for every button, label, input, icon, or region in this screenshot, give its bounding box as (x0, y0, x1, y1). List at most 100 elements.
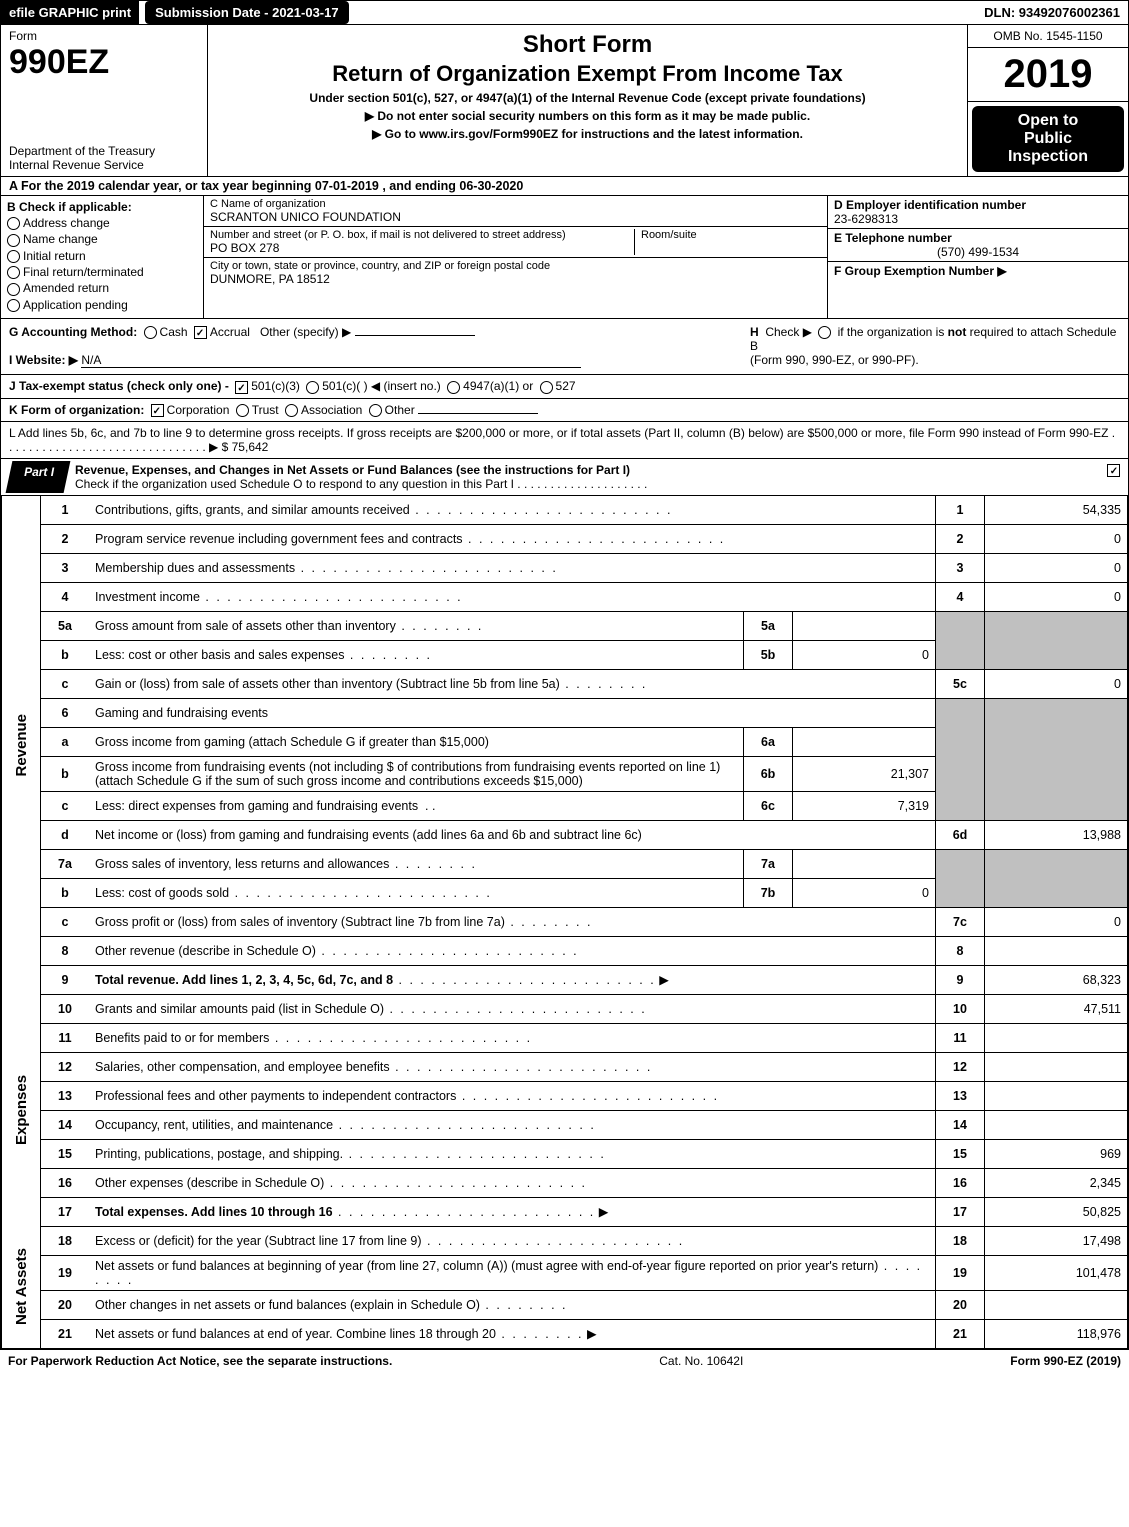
cb-initial-return[interactable]: Initial return (7, 249, 197, 263)
line-20-value (985, 1290, 1128, 1319)
line-15-value: 969 (985, 1139, 1128, 1168)
part1-title: Revenue, Expenses, and Changes in Net As… (67, 459, 1098, 495)
line-5b-subval: 0 (793, 640, 936, 669)
line-6b-no: b (41, 756, 90, 791)
cb-address-change[interactable]: Address change (7, 216, 197, 230)
line-21-box: 21 (936, 1319, 985, 1348)
row-gh: G Accounting Method: Cash Accrual Other … (1, 319, 1128, 375)
line-15-box: 15 (936, 1139, 985, 1168)
line-21-value: 118,976 (985, 1319, 1128, 1348)
cb-corporation[interactable] (151, 404, 164, 417)
part1-schedule-o-check[interactable] (1098, 459, 1128, 495)
accounting-method: G Accounting Method: Cash Accrual Other … (1, 319, 742, 374)
city-label: City or town, state or province, country… (210, 260, 821, 272)
phone-value: (570) 499-1534 (834, 245, 1122, 259)
period-row: A For the 2019 calendar year, or tax yea… (1, 177, 1128, 196)
efile-print-button[interactable]: efile GRAPHIC print (1, 1, 139, 24)
line-20-box: 20 (936, 1290, 985, 1319)
line-6a-no: a (41, 727, 90, 756)
grey-7ab-val (985, 849, 1128, 907)
line-3-desc: Membership dues and assessments (89, 553, 936, 582)
cb-cash[interactable] (144, 326, 157, 339)
line-6c-subval: 7,319 (793, 791, 936, 820)
line-7b-desc: Less: cost of goods sold (89, 878, 744, 907)
header-left: Form 990EZ Department of the Treasury In… (1, 25, 208, 176)
dln-number: DLN: 93492076002361 (976, 1, 1128, 24)
cb-schedule-b[interactable] (818, 326, 831, 339)
identity-block: B Check if applicable: Address change Na… (1, 196, 1128, 319)
grey-6abc (936, 698, 985, 820)
line-6a-subval (793, 727, 936, 756)
grey-7ab (936, 849, 985, 907)
line-6-desc: Gaming and fundraising events (89, 698, 936, 727)
grey-5ab-val (985, 611, 1128, 669)
line-6d-value: 13,988 (985, 820, 1128, 849)
line-5a-subval (793, 611, 936, 640)
cb-final-return[interactable]: Final return/terminated (7, 265, 197, 279)
line-2-desc: Program service revenue including govern… (89, 524, 936, 553)
line-7a-subbox: 7a (744, 849, 793, 878)
line-14-box: 14 (936, 1110, 985, 1139)
department-label: Department of the Treasury Internal Reve… (9, 144, 199, 172)
line-4-no: 4 (41, 582, 90, 611)
line-14-no: 14 (41, 1110, 90, 1139)
line-6a-desc: Gross income from gaming (attach Schedul… (89, 727, 744, 756)
top-bar: efile GRAPHIC print Submission Date - 20… (1, 1, 1128, 25)
line-6d-no: d (41, 820, 90, 849)
other-org-input[interactable] (418, 413, 538, 414)
line-20-no: 20 (41, 1290, 90, 1319)
under-section: Under section 501(c), 527, or 4947(a)(1)… (216, 91, 959, 105)
cb-association[interactable] (285, 404, 298, 417)
line-3-value: 0 (985, 553, 1128, 582)
line-9-desc: Total revenue. Add lines 1, 2, 3, 4, 5c,… (89, 965, 936, 994)
line-12-value (985, 1052, 1128, 1081)
revenue-side-label: Revenue (2, 496, 41, 995)
line-19-desc: Net assets or fund balances at beginning… (89, 1255, 936, 1290)
line-1-no: 1 (41, 496, 90, 525)
cb-application-pending[interactable]: Application pending (7, 298, 197, 312)
line-16-desc: Other expenses (describe in Schedule O) (89, 1168, 936, 1197)
main-title: Return of Organization Exempt From Incom… (216, 61, 959, 87)
part1-header: Part I Revenue, Expenses, and Changes in… (1, 459, 1128, 496)
cb-4947[interactable] (447, 381, 460, 394)
line-5c-box: 5c (936, 669, 985, 698)
tax-year: 2019 (968, 48, 1128, 102)
line-21-desc: Net assets or fund balances at end of ye… (89, 1319, 936, 1348)
cb-501c3[interactable] (235, 381, 248, 394)
line-7a-subval (793, 849, 936, 878)
line-11-box: 11 (936, 1023, 985, 1052)
website-value: N/A (81, 353, 581, 368)
goto-link[interactable]: ▶ Go to www.irs.gov/Form990EZ for instru… (216, 127, 959, 141)
header-center: Short Form Return of Organization Exempt… (208, 25, 967, 176)
phone-label: E Telephone number (834, 231, 1122, 245)
line-19-value: 101,478 (985, 1255, 1128, 1290)
cb-amended-return[interactable]: Amended return (7, 281, 197, 295)
line-1-box: 1 (936, 496, 985, 525)
open-to-public: Open to Public Inspection (972, 106, 1124, 172)
cb-other-org[interactable] (369, 404, 382, 417)
other-specify-input[interactable] (355, 335, 475, 336)
cb-name-change[interactable]: Name change (7, 232, 197, 246)
line-8-no: 8 (41, 936, 90, 965)
line-11-desc: Benefits paid to or for members (89, 1023, 936, 1052)
part1-tab: Part I (6, 461, 71, 493)
form-header: Form 990EZ Department of the Treasury In… (1, 25, 1128, 177)
cb-501c[interactable] (306, 381, 319, 394)
expenses-side-label: Expenses (2, 994, 41, 1226)
cb-accrual[interactable] (194, 326, 207, 339)
cb-527[interactable] (540, 381, 553, 394)
line-4-desc: Investment income (89, 582, 936, 611)
line-18-value: 17,498 (985, 1226, 1128, 1255)
line-12-no: 12 (41, 1052, 90, 1081)
line-17-box: 17 (936, 1197, 985, 1226)
line-5a-subbox: 5a (744, 611, 793, 640)
paperwork-notice: For Paperwork Reduction Act Notice, see … (8, 1354, 392, 1368)
line-7a-desc: Gross sales of inventory, less returns a… (89, 849, 744, 878)
line-6c-desc: Less: direct expenses from gaming and fu… (89, 791, 744, 820)
form-number: 990EZ (9, 43, 199, 82)
grey-6abc-val (985, 698, 1128, 820)
cb-trust[interactable] (236, 404, 249, 417)
line-14-value (985, 1110, 1128, 1139)
line-7a-no: 7a (41, 849, 90, 878)
line-8-value (985, 936, 1128, 965)
